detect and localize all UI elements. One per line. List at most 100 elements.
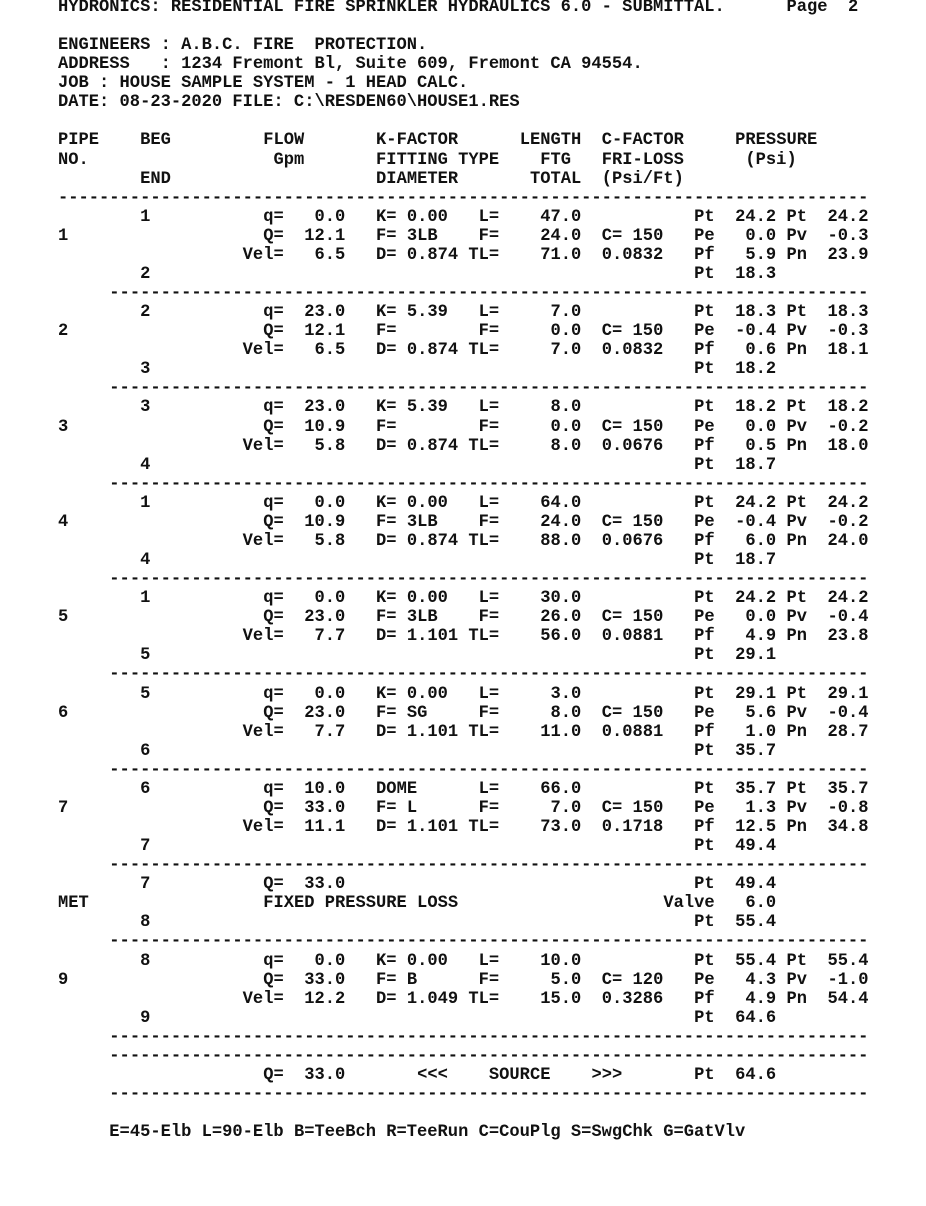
pressure-pn: 28.7 xyxy=(827,722,869,742)
total-length: 71.0 xyxy=(540,245,582,265)
begin-node: 3 xyxy=(140,398,151,418)
pressure-pt: 24.2 xyxy=(735,589,777,609)
meter-label: MET xyxy=(58,894,89,914)
label-pe: Pe xyxy=(694,322,715,342)
label-length: L= xyxy=(478,684,500,704)
end-node: 6 xyxy=(140,741,151,761)
length: 3.0 xyxy=(550,684,582,704)
friction-loss: 0.0832 xyxy=(601,245,664,265)
column-header-kfactor: K-FACTOR xyxy=(376,131,459,151)
length: 30.0 xyxy=(540,589,582,609)
label-ftg: F= xyxy=(478,226,500,246)
pressure-pe: -0.4 xyxy=(735,322,777,342)
label-total: TL= xyxy=(468,722,500,742)
pressure-pv: -0.2 xyxy=(827,512,869,532)
pressure-pt: 24.2 xyxy=(735,207,777,227)
divider: ----------------------------------------… xyxy=(109,1027,869,1047)
end-node: 2 xyxy=(140,264,151,284)
address-line: ADDRESS : 1234 Fremont Bl, Suite 609, Fr… xyxy=(58,55,643,75)
label-pt: Pt xyxy=(694,837,715,857)
pressure-pt-end: 29.1 xyxy=(735,646,777,666)
length: 10.0 xyxy=(540,951,582,971)
column-header-total: TOTAL xyxy=(529,169,582,189)
column-header-ftg: FTG xyxy=(540,150,571,170)
pipe-number: 4 xyxy=(58,512,69,532)
label-pt: Pt xyxy=(694,493,715,513)
source-flow: 33.0 xyxy=(304,1065,346,1085)
c-factor: 120 xyxy=(632,970,664,990)
label-pt: Pt xyxy=(786,303,807,323)
label-vel: Vel= xyxy=(242,818,284,837)
begin-node: 1 xyxy=(140,589,151,609)
label-ftg: F= xyxy=(478,608,500,628)
pipe-number: 6 xyxy=(58,703,69,723)
label-pe: Pe xyxy=(694,226,715,246)
pressure-pt: 49.4 xyxy=(735,875,777,895)
pressure-pf: 0.5 xyxy=(745,436,777,456)
label-length: L= xyxy=(478,207,500,227)
pressure-pe: 4.3 xyxy=(745,970,777,990)
pressure-pt: 18.2 xyxy=(735,398,777,418)
column-header-beg: BEG xyxy=(140,131,171,151)
pressure-pt-end: 64.6 xyxy=(735,1008,777,1028)
pressure-pt-end: 18.7 xyxy=(735,551,777,571)
label-pt: Pt xyxy=(694,1008,715,1028)
label-Q: Q= xyxy=(263,970,284,990)
label-ftg: F= xyxy=(478,512,500,532)
label-vel: Vel= xyxy=(242,627,284,647)
divider: ----------------------------------------… xyxy=(109,1046,869,1066)
total-length: 7.0 xyxy=(550,341,582,361)
fixed-pressure-loss: FIXED PRESSURE LOSS xyxy=(263,894,459,914)
label-pn: Pn xyxy=(786,531,807,551)
label-pf: Pf xyxy=(694,627,715,647)
label-pt: Pt xyxy=(786,589,807,609)
begin-node: 6 xyxy=(140,779,151,799)
label-Q: Q= xyxy=(263,1065,284,1085)
c-factor: 150 xyxy=(632,703,664,723)
c-factor: 150 xyxy=(632,322,664,342)
pressure-pt: 35.7 xyxy=(827,779,869,799)
label-pe: Pe xyxy=(694,703,715,723)
pressure-pt: 24.2 xyxy=(735,493,777,513)
column-header-fitting-type: FITTING TYPE xyxy=(376,150,500,170)
flow-q: 10.0 xyxy=(304,779,346,799)
length: 8.0 xyxy=(550,398,582,418)
column-header-psi-ft: (Psi/Ft) xyxy=(601,169,684,189)
label-q: q= xyxy=(263,398,284,418)
pressure-pt-end: 18.2 xyxy=(735,360,777,380)
label-pf: Pf xyxy=(694,341,715,361)
column-header-psi: (Psi) xyxy=(745,150,797,170)
k-factor-note: DOME xyxy=(376,779,418,799)
friction-loss: 0.0881 xyxy=(601,627,664,647)
label-pt: Pt xyxy=(694,589,715,609)
diameter: 0.874 xyxy=(406,341,459,361)
label-pn: Pn xyxy=(786,436,807,456)
pressure-pt-end: 35.7 xyxy=(735,741,777,761)
label-ftg: F= xyxy=(478,703,500,723)
pressure-pf: 5.9 xyxy=(745,245,777,265)
label-total: TL= xyxy=(468,627,500,647)
pressure-pe: -0.4 xyxy=(735,512,777,532)
column-header-length: LENGTH xyxy=(519,131,582,151)
pressure-pn: 24.0 xyxy=(827,531,869,551)
pressure-pn: 18.1 xyxy=(827,341,869,361)
label-fitting: F= xyxy=(376,512,397,532)
pressure-pf: 0.6 xyxy=(745,341,777,361)
divider: ----------------------------------------… xyxy=(109,570,869,590)
friction-loss: 0.0832 xyxy=(601,341,664,361)
label-pf: Pf xyxy=(694,245,715,265)
column-header-pressure: PRESSURE xyxy=(735,131,818,151)
pressure-pv: -0.3 xyxy=(827,322,869,342)
fitting-length: 0.0 xyxy=(550,417,582,437)
label-pn: Pn xyxy=(786,341,807,361)
k-factor: 0.00 xyxy=(406,684,448,704)
pressure-pe: 0.0 xyxy=(745,226,777,246)
pressure-pv: -0.4 xyxy=(827,608,869,628)
label-pv: Pv xyxy=(786,798,807,818)
label-fitting: F= xyxy=(376,417,397,437)
k-factor: 5.39 xyxy=(406,303,448,323)
velocity: 7.7 xyxy=(314,627,346,647)
pressure-pv: -0.8 xyxy=(827,798,869,818)
pipe-number: 1 xyxy=(58,226,69,246)
valve-label: Valve xyxy=(663,894,715,914)
